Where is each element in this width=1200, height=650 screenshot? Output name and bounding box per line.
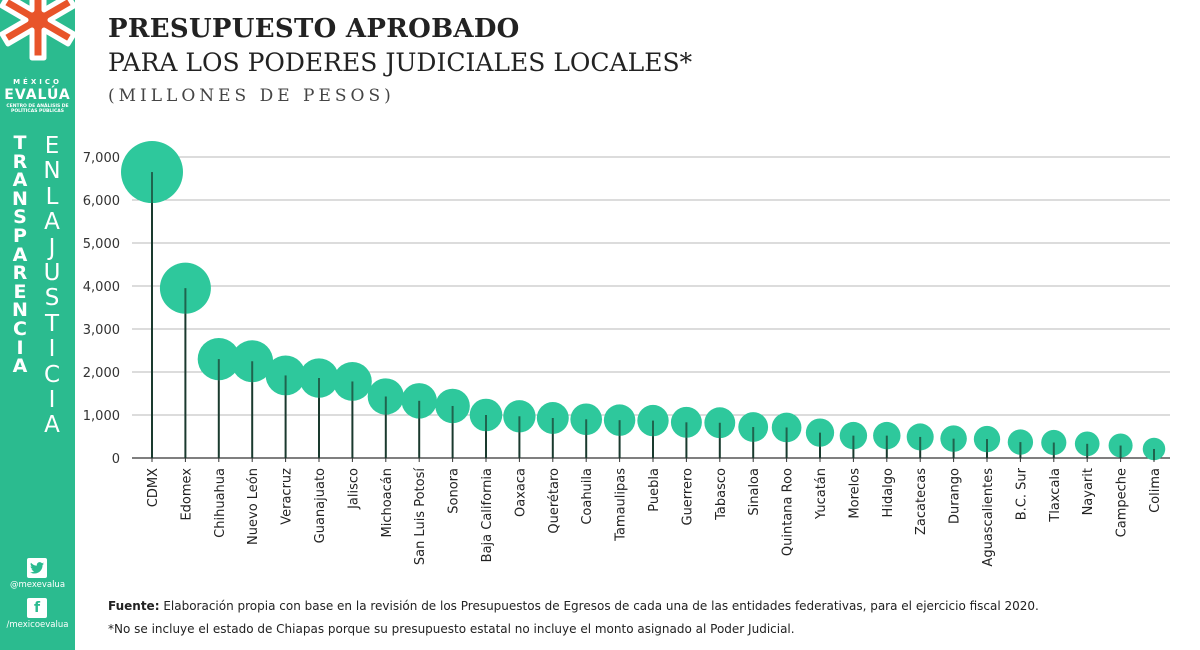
en-la-justicia-letter: S [44, 285, 60, 312]
x-tick-label: Baja California [480, 468, 495, 562]
y-tick-label: 3,000 [83, 323, 120, 338]
en-la-justicia-letter: I [48, 386, 56, 413]
y-tick-label: 0 [112, 452, 120, 467]
en-la-justicia-letter: U [43, 259, 61, 286]
x-tick-label: CDMX [146, 468, 161, 507]
en-la-justicia-letter: A [44, 209, 60, 236]
x-tick-label: Guanajuato [313, 468, 328, 543]
x-tick-label: Michoacán [380, 468, 395, 538]
y-tick-label: 1,000 [83, 409, 120, 424]
twitter-icon[interactable] [27, 558, 47, 578]
x-tick-label: Oaxaca [513, 468, 528, 517]
x-tick-label: Tlaxcala [1048, 468, 1063, 523]
transparencia-letter: R [12, 150, 28, 173]
x-tick-label: Nuevo León [246, 468, 261, 545]
brand-subtitle: CENTRO DE ANÁLISIS DE POLÍTICAS PÚBLICAS [6, 104, 69, 114]
x-tick-label: Sinaloa [747, 468, 762, 516]
transparencia-letter: A [12, 243, 28, 266]
transparencia-letter: N [12, 187, 28, 210]
brand-name: EVALÚA [4, 87, 71, 103]
transparencia-letter: I [16, 336, 24, 359]
facebook-handle[interactable]: /mexicoevalua [6, 620, 69, 630]
lollipop-marker [435, 388, 470, 424]
en-la-justicia-letter: E [44, 133, 60, 159]
x-tick-label: Veracruz [280, 468, 295, 525]
lollipop-marker [1142, 437, 1166, 461]
y-tick-label: 5,000 [83, 237, 120, 252]
y-tick-label: 7,000 [83, 151, 120, 166]
x-tick-label: Tamaulipas [614, 468, 629, 542]
x-tick-label: Jalisco [346, 468, 361, 510]
chart-title-line1: PRESUPUESTO APROBADO [108, 14, 520, 44]
sidebar: MÉXICO EVALÚA CENTRO DE ANÁLISIS DE POLÍ… [0, 0, 75, 650]
source-text: Elaboración propia con base en la revisi… [159, 599, 1039, 613]
x-tick-label: Guerrero [680, 468, 695, 526]
x-tick-label: Puebla [647, 468, 662, 512]
footnote: *No se incluye el estado de Chiapas porq… [108, 622, 795, 636]
x-tick-label: Colima [1148, 468, 1163, 513]
brand-country: MÉXICO [13, 78, 62, 86]
source-label: Fuente: [108, 599, 160, 613]
en-la-justicia-letter: L [45, 183, 59, 210]
facebook-icon[interactable]: f [27, 598, 47, 618]
y-tick-label: 4,000 [83, 280, 120, 295]
en-la-justicia-letter: C [43, 361, 61, 388]
x-tick-label: Coahuila [580, 468, 595, 525]
transparencia-letter: S [13, 206, 27, 229]
x-tick-label: Aguascalientes [981, 468, 996, 567]
en-la-justicia-letter: J [48, 234, 56, 261]
en-la-justicia-letter: A [44, 412, 60, 439]
y-tick-label: 6,000 [83, 194, 120, 209]
x-tick-label: Campeche [1115, 468, 1130, 537]
transparencia-letter: R [12, 262, 28, 285]
lollipop-marker [637, 404, 669, 437]
x-tick-label: Yucatán [814, 468, 829, 520]
chart-title-line2: PARA LOS PODERES JUDICIALES LOCALES* [108, 48, 693, 77]
x-tick-label: San Luis Potosí [413, 468, 428, 566]
transparencia-letter: C [13, 317, 27, 340]
transparencia-letter: N [12, 299, 28, 322]
x-tick-label: Nayarit [1081, 468, 1096, 515]
x-tick-label: Edomex [179, 468, 194, 521]
x-tick-label: Morelos [847, 468, 862, 519]
en-la-justicia-letter: N [43, 158, 61, 185]
lollipop-marker [197, 337, 240, 381]
en-la-justicia-letter: I [48, 336, 56, 363]
source-note: Fuente: Elaboración propia con base en l… [108, 599, 1039, 613]
x-tick-label: Tabasco [714, 468, 729, 521]
x-tick-label: Hidalgo [881, 468, 896, 517]
twitter-handle[interactable]: @mexevalua [9, 580, 66, 590]
asterisk-logo-icon [0, 0, 75, 61]
chart-subtitle: (MILLONES DE PESOS) [108, 86, 395, 106]
x-tick-label: Sonora [447, 468, 462, 514]
transparencia-letter: E [13, 280, 27, 303]
transparencia-letter: P [13, 224, 27, 247]
x-tick-label: Querétaro [547, 468, 562, 534]
transparencia-letter: A [12, 169, 28, 192]
x-tick-label: Chihuahua [213, 468, 228, 538]
x-tick-label: B.C. Sur [1014, 467, 1029, 520]
lollipop-marker [738, 412, 769, 442]
transparencia-letter: A [12, 355, 28, 378]
y-tick-label: 2,000 [83, 366, 120, 381]
transparencia-letter: T [13, 132, 27, 154]
en-la-justicia-letter: T [44, 310, 60, 337]
x-tick-label: Zacatecas [914, 468, 929, 535]
x-tick-label: Quintana Roo [781, 468, 796, 556]
x-tick-label: Durango [948, 468, 963, 524]
